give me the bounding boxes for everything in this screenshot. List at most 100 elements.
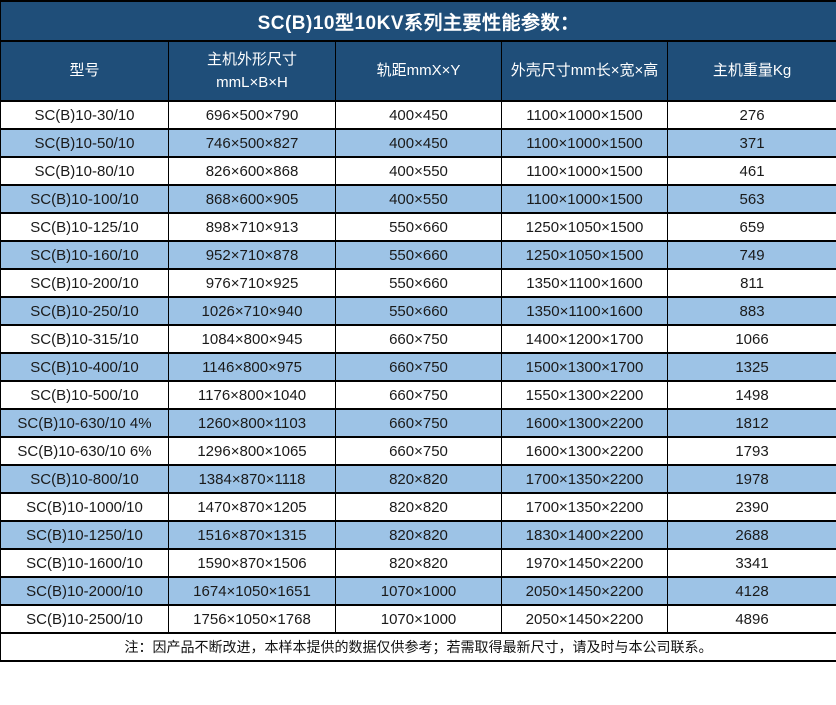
model-cell: SC(B)10-1600/10 [0,548,169,578]
dimensions-cell: 696×500×790 [168,100,336,130]
dimensions-cell: 898×710×913 [168,212,336,242]
table-row: SC(B)10-800/10 1384×870×1118 820×820 1700×1… [0,464,836,494]
model-cell: SC(B)10-200/10 [0,268,169,298]
track-gauge-cell: 400×450 [335,128,502,158]
weight-cell: 371 [666,128,836,158]
table-row: SC(B)10-125/10 898×710×913 550×660 1250×105… [0,212,836,242]
header-row: 型号 主机外形尺寸 mmL×B×H 轨距mmX×Y 外壳尺寸mm长×宽×高 主机… [0,40,836,102]
weight-cell: 1325 [666,352,836,382]
table-row: SC(B)10-1600/10 1590×870×1506 820×820 1970×… [0,548,836,578]
col-header-shell-size: 外壳尺寸mm长×宽×高 [501,40,668,102]
weight-cell: 461 [666,156,836,186]
shell-size-cell: 1100×1000×1500 [501,100,668,130]
track-gauge-cell: 550×660 [335,212,502,242]
track-gauge-cell: 550×660 [335,240,502,270]
shell-size-cell: 1600×1300×2200 [501,408,668,438]
table-row: SC(B)10-500/10 1176×800×1040 660×750 1550×1… [0,380,836,410]
shell-size-cell: 1830×1400×2200 [501,520,668,550]
dimensions-cell: 1296×800×1065 [168,436,336,466]
track-gauge-cell: 660×750 [335,324,502,354]
dimensions-cell: 1176×800×1040 [168,380,336,410]
weight-cell: 2688 [666,520,836,550]
weight-cell: 659 [666,212,836,242]
table-row: SC(B)10-400/10 1146×800×975 660×750 1500×13… [0,352,836,382]
dimensions-cell: 1516×870×1315 [168,520,336,550]
weight-cell: 4128 [666,576,836,606]
table-row: SC(B)10-630/10 4% 1260×800×1103 660×750 160… [0,408,836,438]
model-cell: SC(B)10-100/10 [0,184,169,214]
table-row: SC(B)10-2500/10 1756×1050×1768 1070×1000 20… [0,604,836,634]
dimensions-cell: 1590×870×1506 [168,548,336,578]
model-cell: SC(B)10-50/10 [0,128,169,158]
table-title: SC(B)10型10KV系列主要性能参数： [0,0,836,42]
shell-size-cell: 1700×1350×2200 [501,464,668,494]
table-row: SC(B)10-315/10 1084×800×945 660×750 1400×12… [0,324,836,354]
weight-cell: 4896 [666,604,836,634]
shell-size-cell: 1100×1000×1500 [501,128,668,158]
track-gauge-cell: 820×820 [335,464,502,494]
model-cell: SC(B)10-250/10 [0,296,169,326]
track-gauge-cell: 400×550 [335,156,502,186]
col-header-model: 型号 [0,40,169,102]
weight-cell: 3341 [666,548,836,578]
weight-cell: 2390 [666,492,836,522]
col-header-track-gauge: 轨距mmX×Y [335,40,502,102]
track-gauge-cell: 400×450 [335,100,502,130]
model-cell: SC(B)10-630/10 4% [0,408,169,438]
shell-size-cell: 1100×1000×1500 [501,184,668,214]
model-cell: SC(B)10-1250/10 [0,520,169,550]
track-gauge-cell: 660×750 [335,436,502,466]
shell-size-cell: 1700×1350×2200 [501,492,668,522]
shell-size-cell: 1970×1450×2200 [501,548,668,578]
shell-size-cell: 1600×1300×2200 [501,436,668,466]
model-cell: SC(B)10-80/10 [0,156,169,186]
model-cell: SC(B)10-500/10 [0,380,169,410]
model-cell: SC(B)10-2000/10 [0,576,169,606]
col-header-dimensions: 主机外形尺寸 mmL×B×H [168,40,336,102]
shell-size-cell: 1500×1300×1700 [501,352,668,382]
model-cell: SC(B)10-630/10 6% [0,436,169,466]
weight-cell: 1498 [666,380,836,410]
col-header-weight: 主机重量Kg [666,40,836,102]
footnote: 注：因产品不断改进，本样本提供的数据仅供参考；若需取得最新尺寸，请及时与本公司联… [0,632,836,662]
model-cell: SC(B)10-125/10 [0,212,169,242]
dimensions-cell: 746×500×827 [168,128,336,158]
shell-size-cell: 1550×1300×2200 [501,380,668,410]
shell-size-cell: 1100×1000×1500 [501,156,668,186]
shell-size-cell: 1400×1200×1700 [501,324,668,354]
table-row: SC(B)10-80/10 826×600×868 400×550 1100×1000… [0,156,836,186]
dimensions-cell: 1756×1050×1768 [168,604,336,634]
model-cell: SC(B)10-1000/10 [0,492,169,522]
weight-cell: 883 [666,296,836,326]
table-row: SC(B)10-160/10 952×710×878 550×660 1250×105… [0,240,836,270]
track-gauge-cell: 660×750 [335,352,502,382]
track-gauge-cell: 820×820 [335,520,502,550]
dimensions-cell: 868×600×905 [168,184,336,214]
track-gauge-cell: 660×750 [335,380,502,410]
dimensions-cell: 1026×710×940 [168,296,336,326]
shell-size-cell: 2050×1450×2200 [501,604,668,634]
shell-size-cell: 1350×1100×1600 [501,268,668,298]
track-gauge-cell: 820×820 [335,492,502,522]
dimensions-cell: 1674×1050×1651 [168,576,336,606]
spec-table: SC(B)10型10KV系列主要性能参数： 型号 主机外形尺寸 mmL×B×H … [0,0,836,662]
col-header-dimensions-line1: 主机外形尺寸 [206,50,297,68]
model-cell: SC(B)10-160/10 [0,240,169,270]
table-body: SC(B)10-30/10 696×500×790 400×450 1100×1000… [0,100,836,634]
track-gauge-cell: 1070×1000 [335,604,502,634]
table-row: SC(B)10-250/10 1026×710×940 550×660 1350×11… [0,296,836,326]
model-cell: SC(B)10-800/10 [0,464,169,494]
weight-cell: 276 [666,100,836,130]
table-row: SC(B)10-30/10 696×500×790 400×450 1100×1000… [0,100,836,130]
shell-size-cell: 1350×1100×1600 [501,296,668,326]
model-cell: SC(B)10-400/10 [0,352,169,382]
track-gauge-cell: 660×750 [335,408,502,438]
weight-cell: 749 [666,240,836,270]
shell-size-cell: 1250×1050×1500 [501,240,668,270]
weight-cell: 1793 [666,436,836,466]
dimensions-cell: 1470×870×1205 [168,492,336,522]
table-row: SC(B)10-100/10 868×600×905 400×550 1100×100… [0,184,836,214]
title-row: SC(B)10型10KV系列主要性能参数： [0,0,836,42]
shell-size-cell: 2050×1450×2200 [501,576,668,606]
dimensions-cell: 1260×800×1103 [168,408,336,438]
